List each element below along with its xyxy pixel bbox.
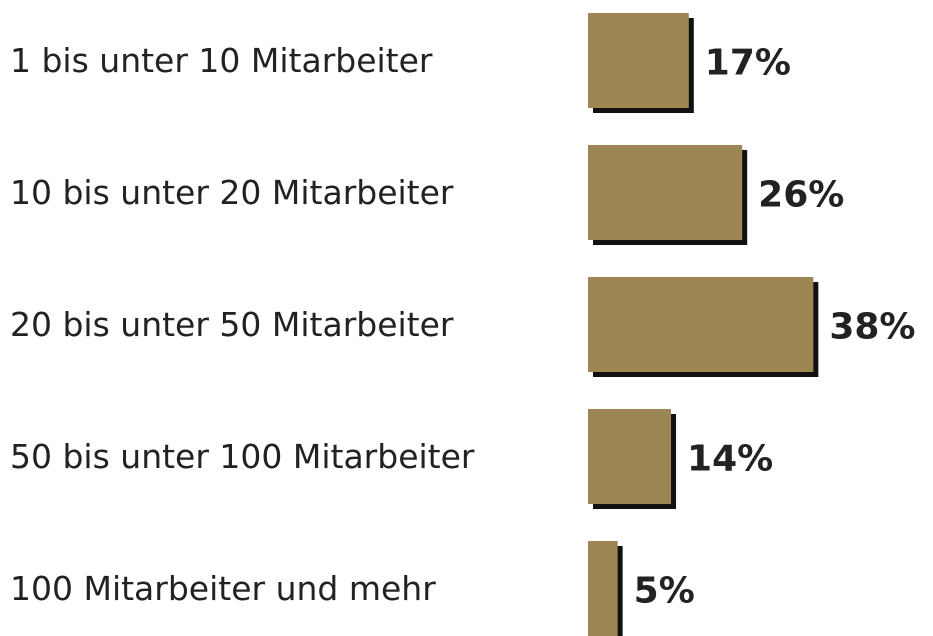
bar <box>588 541 618 636</box>
bar <box>588 145 743 240</box>
category-label: 1 bis unter 10 Mitarbeiter <box>10 41 433 80</box>
value-label: 14% <box>687 439 773 480</box>
value-label: 26% <box>758 175 844 216</box>
category-label: 10 bis unter 20 Mitarbeiter <box>10 173 454 212</box>
bar <box>588 13 689 108</box>
category-label: 20 bis unter 50 Mitarbeiter <box>10 305 454 344</box>
value-label: 38% <box>829 307 915 348</box>
value-label: 17% <box>705 43 791 84</box>
bar <box>588 409 672 504</box>
category-label: 100 Mitarbeiter und mehr <box>10 569 436 608</box>
bar <box>588 277 814 372</box>
value-label: 5% <box>634 571 695 612</box>
category-label: 50 bis unter 100 Mitarbeiter <box>10 437 475 476</box>
